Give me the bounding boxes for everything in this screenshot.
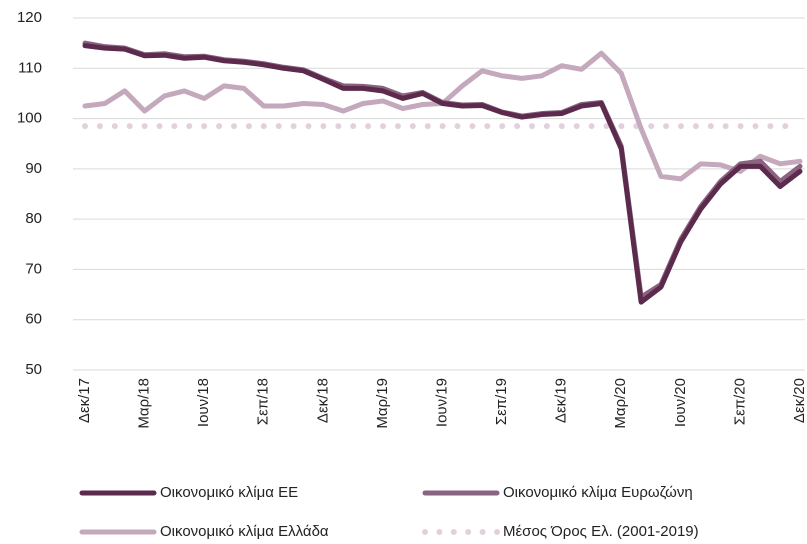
x-tick-label: Σεπ/18 — [255, 378, 272, 425]
y-tick-label: 100 — [17, 110, 42, 127]
x-tick-label: Μαρ/18 — [136, 378, 153, 429]
x-tick-label: Δεκ/20 — [791, 378, 807, 423]
y-tick-label: 90 — [25, 160, 42, 177]
y-tick-label: 80 — [25, 210, 42, 227]
x-tick-label: Δεκ/19 — [553, 378, 570, 423]
x-tick-label: Σεπ/20 — [731, 378, 748, 425]
x-tick-label: Μαρ/20 — [612, 378, 629, 429]
y-tick-label: 50 — [25, 361, 42, 378]
y-tick-label: 120 — [17, 9, 42, 26]
legend-label: Οικονομικό κλίμα Ελλάδα — [160, 523, 329, 540]
x-tick-label: Σεπ/19 — [493, 378, 510, 425]
x-tick-label: Ιουν/18 — [195, 378, 212, 427]
y-tick-label: 60 — [25, 311, 42, 328]
series-line — [82, 43, 803, 305]
series-line — [82, 50, 803, 182]
x-tick-label: Ιουν/19 — [433, 378, 450, 427]
legend-label: Οικονομικό κλίμα Ευρωζώνη — [503, 484, 693, 501]
y-tick-label: 110 — [18, 59, 42, 76]
x-tick-label: Ιουν/20 — [672, 378, 689, 427]
x-tick-label: Δεκ/17 — [76, 378, 93, 423]
y-tick-label: 70 — [25, 260, 42, 277]
x-tick-label: Δεκ/18 — [314, 378, 331, 423]
legend-label: Μέσος Όρος Ελ. (2001-2019) — [503, 523, 699, 540]
x-tick-label: Μαρ/19 — [374, 378, 391, 429]
legend-label: Οικονομικό κλίμα ΕΕ — [160, 484, 298, 501]
